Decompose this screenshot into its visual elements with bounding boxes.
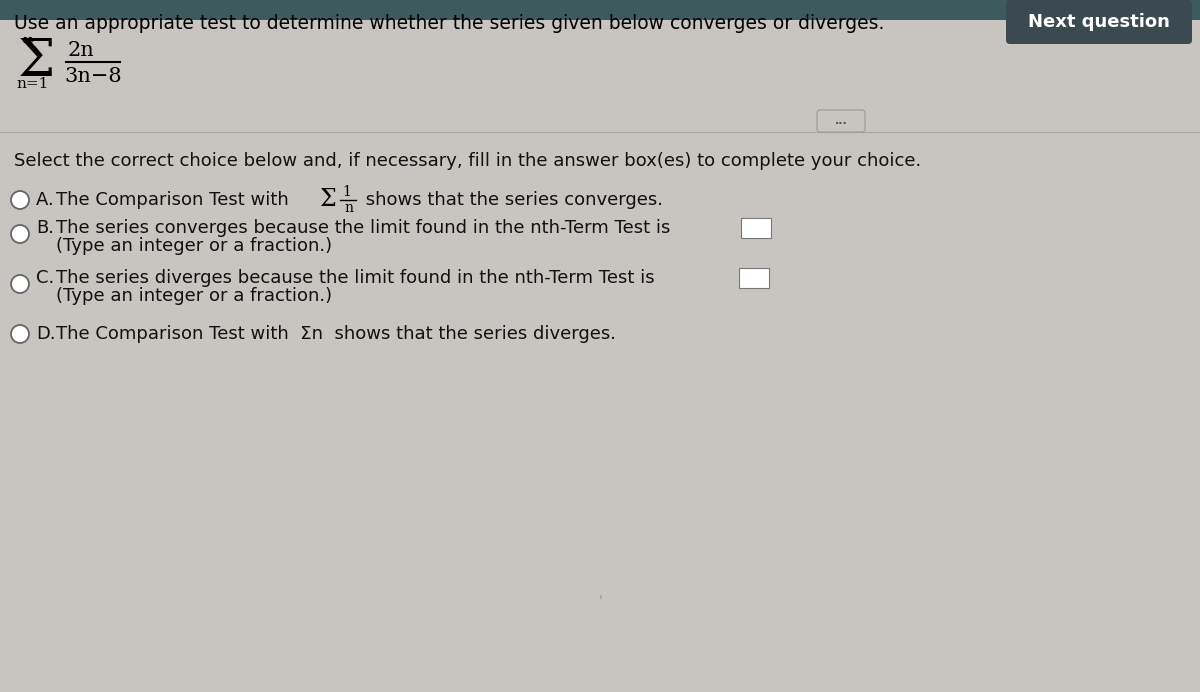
Text: Next question: Next question <box>1028 13 1170 31</box>
Circle shape <box>11 275 29 293</box>
Text: The Comparison Test with: The Comparison Test with <box>56 191 294 209</box>
Text: ∞: ∞ <box>20 32 34 48</box>
Circle shape <box>11 191 29 209</box>
Text: C.: C. <box>36 269 54 287</box>
Circle shape <box>11 325 29 343</box>
Text: D.: D. <box>36 325 55 343</box>
FancyBboxPatch shape <box>817 110 865 132</box>
Text: 3n−8: 3n−8 <box>64 66 121 86</box>
Text: (Type an integer or a fraction.): (Type an integer or a fraction.) <box>56 287 332 305</box>
FancyBboxPatch shape <box>742 218 772 238</box>
Text: Σ: Σ <box>18 37 55 87</box>
Text: Use an appropriate test to determine whether the series given below converges or: Use an appropriate test to determine whe… <box>14 14 884 33</box>
Text: ...: ... <box>835 116 847 126</box>
Circle shape <box>11 225 29 243</box>
Text: Select the correct choice below and, if necessary, fill in the answer box(es) to: Select the correct choice below and, if … <box>14 152 922 170</box>
Text: Σ: Σ <box>320 188 337 212</box>
Text: ˈ: ˈ <box>598 595 602 609</box>
Text: shows that the series converges.: shows that the series converges. <box>360 191 662 209</box>
Text: A.: A. <box>36 191 60 209</box>
FancyBboxPatch shape <box>0 0 1200 20</box>
Text: The Comparison Test with  Σn  shows that the series diverges.: The Comparison Test with Σn shows that t… <box>56 325 616 343</box>
Text: n=1: n=1 <box>16 77 48 91</box>
Text: The series diverges because the limit found in the nth-Term Test is: The series diverges because the limit fo… <box>56 269 655 287</box>
FancyBboxPatch shape <box>1006 0 1192 44</box>
Text: The series converges because the limit found in the nth-Term Test is: The series converges because the limit f… <box>56 219 671 237</box>
Text: (Type an integer or a fraction.): (Type an integer or a fraction.) <box>56 237 332 255</box>
Text: B.: B. <box>36 219 54 237</box>
FancyBboxPatch shape <box>739 268 769 288</box>
Text: 2n: 2n <box>68 41 95 60</box>
Text: 1: 1 <box>342 185 350 199</box>
Text: n: n <box>344 201 353 215</box>
